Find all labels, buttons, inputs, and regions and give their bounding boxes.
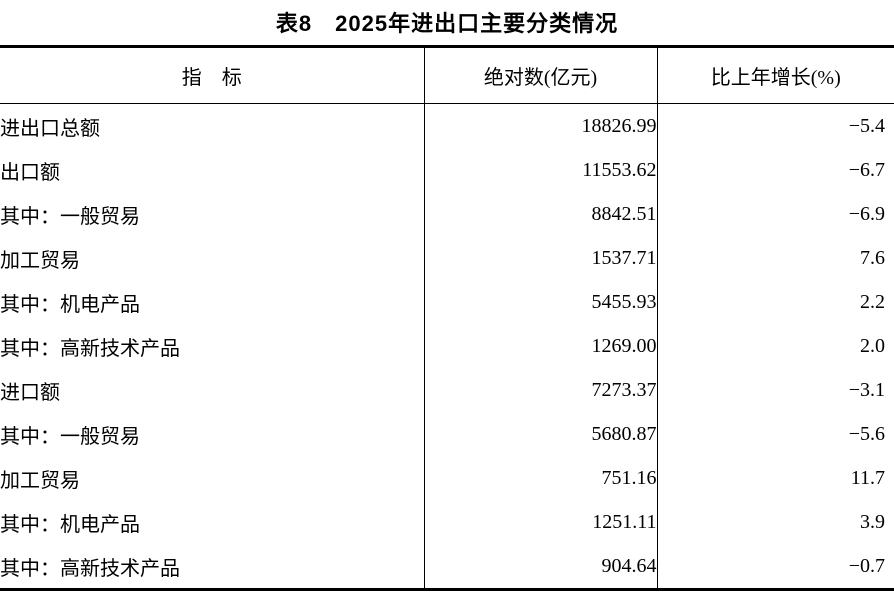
indicator-cell: 其中：高新技术产品 (0, 557, 180, 580)
growth-cell: 11.7 (656, 456, 894, 500)
growth-cell: −0.7 (656, 544, 894, 590)
indicator-cell: 其中：一般贸易 (0, 425, 140, 448)
absolute-value-cell: 5455.93 (423, 280, 657, 324)
table-row: 出口额 11553.62 −6.7 (0, 148, 894, 192)
table-row: 进口额 7273.37 −3.1 (0, 368, 894, 412)
growth-cell: 3.9 (656, 500, 894, 544)
table-title: 表8 2025年进出口主要分类情况 (275, 11, 619, 36)
growth-cell: −5.4 (656, 103, 894, 148)
table-row: 其中：高新技术产品 904.64 −0.7 (0, 544, 894, 590)
absolute-value-cell: 1537.71 (423, 236, 657, 280)
indicator-cell: 加工贸易 (0, 469, 80, 492)
column-header-growth: 比上年增长(%) (656, 46, 894, 104)
import-export-table: 指 标 绝对数(亿元) 比上年增长(%) 进出口总额 18826.99 −5.4… (0, 45, 894, 591)
indicator-cell: 其中：一般贸易 (0, 205, 140, 228)
table-row: 进出口总额 18826.99 −5.4 (0, 103, 894, 148)
growth-cell: 2.0 (656, 324, 894, 368)
table-row: 其中：一般贸易 5680.87 −5.6 (0, 412, 894, 456)
growth-cell: −6.7 (656, 148, 894, 192)
growth-cell: 2.2 (656, 280, 894, 324)
table-row: 其中：机电产品 1251.11 3.9 (0, 500, 894, 544)
absolute-value-cell: 7273.37 (423, 368, 657, 412)
table-row: 加工贸易 1537.71 7.6 (0, 236, 894, 280)
indicator-cell: 其中：机电产品 (0, 293, 140, 316)
column-header-indicator: 指 标 (0, 46, 424, 104)
indicator-cell: 其中：高新技术产品 (0, 337, 180, 360)
indicator-cell: 加工贸易 (0, 249, 80, 272)
absolute-value-cell: 904.64 (423, 544, 657, 590)
growth-cell: −3.1 (656, 368, 894, 412)
table-body: 进出口总额 18826.99 −5.4 出口额 11553.62 −6.7 其中… (0, 103, 894, 590)
indicator-cell: 其中：机电产品 (0, 513, 140, 536)
table-row: 其中：机电产品 5455.93 2.2 (0, 280, 894, 324)
absolute-value-cell: 751.16 (423, 456, 657, 500)
absolute-value-cell: 5680.87 (423, 412, 657, 456)
table-row: 加工贸易 751.16 11.7 (0, 456, 894, 500)
growth-cell: −6.9 (656, 192, 894, 236)
absolute-value-cell: 8842.51 (423, 192, 657, 236)
absolute-value-cell: 11553.62 (423, 148, 657, 192)
absolute-value-cell: 18826.99 (423, 103, 657, 148)
indicator-cell: 出口额 (0, 161, 60, 184)
indicator-cell: 进出口总额 (0, 117, 100, 140)
growth-cell: −5.6 (656, 412, 894, 456)
absolute-value-cell: 1269.00 (423, 324, 657, 368)
table-row: 其中：一般贸易 8842.51 −6.9 (0, 192, 894, 236)
absolute-value-cell: 1251.11 (423, 500, 657, 544)
growth-cell: 7.6 (656, 236, 894, 280)
table-row: 其中：高新技术产品 1269.00 2.0 (0, 324, 894, 368)
column-header-absolute-value: 绝对数(亿元) (423, 46, 657, 104)
indicator-cell: 进口额 (0, 381, 60, 404)
header-row: 指 标 绝对数(亿元) 比上年增长(%) (0, 46, 894, 104)
